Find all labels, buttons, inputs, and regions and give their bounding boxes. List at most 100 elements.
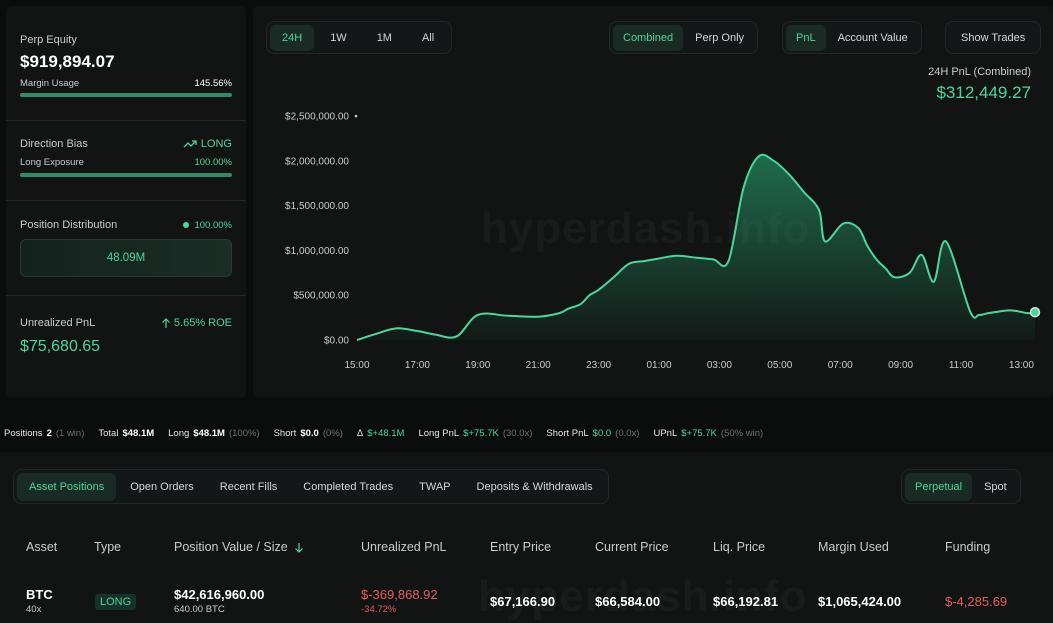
sort-desc-icon[interactable]	[294, 542, 304, 553]
row-asset[interactable]: BTC	[26, 587, 53, 602]
y-tick-label: $1,500,000.00	[285, 201, 349, 212]
x-tick-label: 15:00	[344, 360, 369, 371]
tab-account-value[interactable]: Account Value	[837, 31, 908, 44]
tab-combined[interactable]: Combined	[613, 24, 684, 51]
stat-positions-label: Positions	[4, 427, 43, 439]
direction-bias-label: Direction Bias	[20, 138, 88, 150]
direction-bias-section: Direction Bias LONG Long Exposure 100.00…	[20, 138, 232, 177]
divider	[6, 295, 246, 296]
show-trades-button[interactable]: Show Trades	[961, 31, 1026, 44]
stat-upnl-label: UPnL	[653, 427, 678, 439]
tab-24h[interactable]: 24H	[270, 24, 315, 51]
row-entry-price: $67,166.90	[490, 594, 556, 609]
row-position-size: 640.00 BTC	[174, 604, 225, 615]
upnl-roe: 5.65% ROE	[173, 317, 232, 329]
tab-twap[interactable]: TWAP	[419, 480, 451, 493]
tab-perp-only[interactable]: Perp Only	[695, 31, 745, 44]
x-tick-label: 03:00	[707, 360, 732, 371]
x-tick-label: 21:00	[526, 360, 551, 371]
stat-delta-value: $+48.1M	[367, 427, 405, 439]
mode-tabs: Combined Perp Only	[609, 21, 759, 54]
col-asset[interactable]: Asset	[26, 540, 58, 554]
x-tick-label: 23:00	[586, 360, 611, 371]
col-current-price[interactable]: Current Price	[595, 540, 669, 554]
positions-stats-bar: Positions 2 (1 win) Total $48.1M Long $4…	[0, 424, 1053, 442]
divider	[6, 120, 246, 121]
col-margin-used[interactable]: Margin Used	[818, 540, 889, 554]
row-current-price: $66,584.00	[595, 594, 661, 609]
time-range-tabs: 24H 1W 1M All	[266, 21, 453, 54]
tab-recent-fills[interactable]: Recent Fills	[219, 480, 278, 493]
stat-delta-label: Δ	[356, 427, 364, 439]
stat-total-value: $48.1M	[122, 427, 155, 439]
x-tick-label: 17:00	[405, 360, 430, 371]
long-exposure-label: Long Exposure	[20, 157, 84, 168]
y-tick-label: $0.00	[324, 336, 349, 347]
pnl-period-value: $312,449.27	[936, 83, 1031, 102]
y-tick-label: $1,000,000.00	[285, 246, 349, 257]
market-tabs: Perpetual Spot	[901, 469, 1021, 504]
upnl-value: $75,680.65	[20, 338, 101, 355]
perp-equity-section: Perp Equity $919,894.07 Margin Usage 145…	[20, 34, 232, 97]
x-tick-label: 07:00	[828, 360, 853, 371]
col-type[interactable]: Type	[94, 540, 122, 554]
distribution-bar[interactable]: 48.09M	[20, 239, 232, 277]
tab-spot[interactable]: Spot	[984, 480, 1007, 493]
tab-1w[interactable]: 1W	[330, 31, 347, 44]
position-distribution-value: 100.00%	[194, 219, 232, 231]
y-tick-label: $500,000.00	[293, 291, 349, 302]
col-position-value[interactable]: Position Value / Size	[174, 540, 288, 554]
upnl-label: Unrealized PnL	[20, 317, 96, 329]
tab-open-orders[interactable]: Open Orders	[130, 480, 194, 493]
stat-long-value: $48.1M	[193, 427, 225, 439]
row-upnl: $-369,868.92	[361, 587, 438, 602]
pnl-chart-panel: 24H 1W 1M All Combined Perp Only PnL Acc…	[253, 6, 1053, 398]
tab-perpetual[interactable]: Perpetual	[905, 472, 973, 501]
pnl-line	[356, 153, 1036, 341]
col-entry-price[interactable]: Entry Price	[490, 540, 552, 554]
row-position-value: $42,616,960.00	[174, 587, 265, 602]
chart-marker-dot	[354, 114, 358, 118]
stat-short-label: Short	[273, 427, 297, 439]
arrow-up-icon	[161, 317, 170, 328]
col-liq-price[interactable]: Liq. Price	[713, 540, 766, 554]
account-summary-panel: Perp Equity $919,894.07 Margin Usage 145…	[6, 6, 246, 398]
positions-tabs: Asset Positions Open Orders Recent Fills…	[13, 469, 609, 504]
stat-upnl-sub: (50% win)	[720, 427, 764, 439]
perp-equity-value: $919,894.07	[20, 52, 115, 71]
position-distribution-section: Position Distribution 100.00% 48.09M	[20, 219, 232, 277]
stat-short-sub: (0%)	[322, 427, 343, 439]
stat-positions-value: 2	[46, 427, 52, 439]
row-type-badge: LONG	[95, 594, 137, 610]
tab-completed-trades[interactable]: Completed Trades	[303, 480, 394, 493]
dot-icon	[183, 222, 190, 228]
pnl-current-point[interactable]	[1029, 306, 1041, 318]
tab-asset-positions[interactable]: Asset Positions	[17, 472, 117, 501]
pnl-period-label: 24H PnL (Combined)	[928, 66, 1031, 78]
stat-positions-sub: (1 win)	[55, 427, 85, 439]
x-tick-label: 11:00	[949, 360, 974, 371]
pnl-area-chart[interactable]: $0.00 $500,000.00 $1,000,000.00 $1,500,000.…	[253, 6, 1053, 398]
tab-deposits-withdrawals[interactable]: Deposits & Withdrawals	[476, 480, 593, 493]
stat-total-label: Total	[98, 427, 119, 439]
y-tick-label: $2,000,000.00	[285, 156, 349, 167]
tab-pnl[interactable]: PnL	[786, 24, 826, 51]
row-margin-used: $1,065,424.00	[818, 594, 902, 609]
distribution-bar-label: 48.09M	[106, 252, 146, 264]
col-funding[interactable]: Funding	[945, 540, 991, 554]
x-tick-label: 09:00	[888, 360, 913, 371]
long-exposure-bar	[20, 173, 232, 177]
x-tick-label: 13:00	[1009, 360, 1034, 371]
col-unrealized-pnl[interactable]: Unrealized PnL	[361, 540, 447, 554]
stat-longpnl-sub: (30.0x)	[502, 427, 533, 439]
stat-upnl-value: $+75.7K	[681, 427, 717, 439]
positions-table-panel: Asset Positions Open Orders Recent Fills…	[0, 452, 1053, 623]
row-leverage: 40x	[26, 604, 42, 615]
stat-short-value: $0.0	[300, 427, 319, 439]
position-distribution-label: Position Distribution	[20, 219, 118, 231]
row-funding: $-4,285.69	[945, 594, 1008, 609]
margin-usage-label: Margin Usage	[20, 78, 80, 89]
tab-1m[interactable]: 1M	[376, 31, 392, 44]
stat-longpnl-label: Long PnL	[418, 427, 460, 439]
tab-all[interactable]: All	[421, 31, 435, 44]
